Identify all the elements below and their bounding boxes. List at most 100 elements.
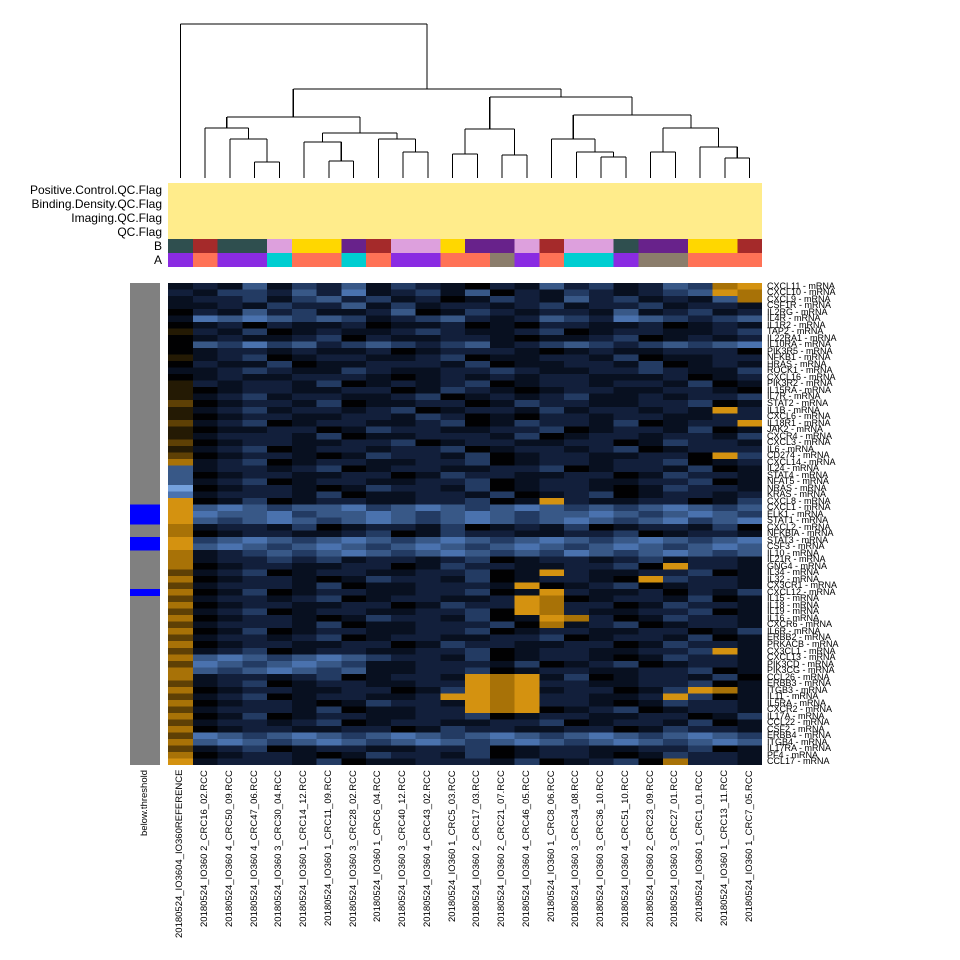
- heatmap-cell: [217, 621, 243, 629]
- heatmap-cell: [415, 654, 441, 662]
- heatmap-cell: [267, 641, 293, 649]
- heatmap-cell: [217, 556, 243, 564]
- heatmap-cell: [316, 550, 342, 557]
- column-label: 20180524_IO360 1_CRC7_05.RCC: [743, 770, 755, 922]
- heatmap-cell: [712, 621, 738, 629]
- heatmap-cell: [613, 680, 639, 688]
- heatmap-cell: [366, 497, 392, 505]
- heatmap-cell: [564, 387, 590, 395]
- heatmap-cell: [242, 595, 268, 603]
- heatmap-cell: [638, 354, 664, 362]
- heatmap-cell: [638, 510, 664, 518]
- heatmap-cell: [217, 543, 243, 551]
- heatmap-cell: [638, 693, 664, 701]
- heatmap-cell: [192, 302, 218, 310]
- heatmap-cell: [217, 354, 243, 362]
- heatmap-cell: [465, 576, 491, 583]
- heatmap-cell: [687, 374, 713, 382]
- heatmap-cell: [514, 758, 540, 765]
- heatmap-cell: [390, 471, 416, 479]
- column-annotation-tracks: [168, 183, 762, 267]
- heatmap-cell: [663, 413, 689, 421]
- heatmap-cell: [415, 621, 441, 629]
- heatmap-cell: [489, 445, 515, 453]
- heatmap-cell: [687, 432, 713, 440]
- heatmap-cell: [217, 712, 243, 720]
- heatmap-cell: [687, 712, 713, 720]
- heatmap-cell: [341, 419, 367, 427]
- heatmap-cell: [267, 426, 293, 434]
- heatmap-cell: [242, 550, 268, 557]
- heatmap-cell: [539, 406, 565, 414]
- heatmap-cell: [217, 465, 243, 473]
- heatmap-cell: [465, 400, 491, 408]
- heatmap-cell: [539, 458, 565, 466]
- heatmap-cell: [440, 387, 466, 395]
- heatmap-cell: [168, 725, 194, 733]
- heatmap-cell: [712, 758, 738, 765]
- heatmap-cell: [217, 400, 243, 408]
- heatmap-cell: [242, 348, 268, 355]
- row-label: CXCL12 - mRNA: [767, 586, 836, 597]
- heatmap-cell: [539, 556, 565, 564]
- heatmap-cell: [489, 621, 515, 629]
- heatmap-cell: [737, 595, 762, 603]
- heatmap-cell: [168, 699, 194, 707]
- heatmap-cell: [712, 647, 738, 655]
- row-label: IL5RA - mRNA: [767, 697, 827, 708]
- heatmap-cell: [192, 289, 218, 297]
- heatmap-cell: [539, 413, 565, 421]
- column-label: 20180524_IO360 3_CRC30_04.RCC: [273, 770, 285, 927]
- heatmap-cell: [242, 758, 268, 765]
- heatmap-cell: [564, 673, 590, 681]
- heatmap-cell: [687, 491, 713, 499]
- heatmap-cell: [539, 686, 565, 694]
- heatmap-cell: [217, 328, 243, 336]
- heatmap-cell: [217, 751, 243, 759]
- heatmap-cell: [613, 400, 639, 408]
- heatmap-cell: [638, 302, 664, 310]
- heatmap-cell: [564, 667, 590, 675]
- heatmap-cell: [539, 348, 565, 355]
- heatmap-cell: [638, 315, 664, 323]
- heatmap-cell: [588, 543, 614, 551]
- heatmap-cell: [242, 628, 268, 636]
- heatmap-cell: [613, 380, 639, 388]
- heatmap-cell: [539, 621, 565, 629]
- heatmap-cell: [663, 380, 689, 388]
- heatmap-cell: [366, 322, 392, 329]
- heatmap-cell: [192, 686, 218, 694]
- heatmap-cell: [712, 471, 738, 479]
- heatmap-cell: [242, 302, 268, 310]
- heatmap-cell: [539, 706, 565, 714]
- heatmap-cell: [489, 380, 515, 388]
- heatmap-cell: [539, 543, 565, 551]
- heatmap-cell: [390, 589, 416, 596]
- heatmap-cell: [390, 660, 416, 668]
- heatmap-cell: [267, 673, 293, 681]
- heatmap-cell: [663, 725, 689, 733]
- annotation-B-cell: [217, 239, 243, 253]
- heatmap-cell: [291, 510, 317, 518]
- heatmap-cell: [465, 582, 491, 590]
- heatmap-cell: [564, 634, 590, 642]
- heatmap-cell: [514, 530, 540, 538]
- heatmap-cell: [440, 530, 466, 538]
- heatmap-cell: [489, 738, 515, 746]
- heatmap-cell: [638, 647, 664, 655]
- heatmap-cell: [489, 647, 515, 655]
- heatmap-cell: [588, 283, 614, 290]
- heatmap-cell: [168, 602, 194, 609]
- heatmap-cell: [489, 719, 515, 727]
- heatmap-cell: [613, 413, 639, 421]
- heatmap-cell: [440, 289, 466, 297]
- heatmap-cell: [390, 654, 416, 662]
- heatmap-cell: [613, 309, 639, 316]
- heatmap-cell: [712, 706, 738, 714]
- heatmap-cell: [390, 641, 416, 649]
- heatmap-cell: [687, 439, 713, 447]
- heatmap-cell: [712, 497, 738, 505]
- heatmap-cell: [514, 335, 540, 342]
- heatmap-cell: [588, 354, 614, 362]
- heatmap-cell: [316, 537, 342, 544]
